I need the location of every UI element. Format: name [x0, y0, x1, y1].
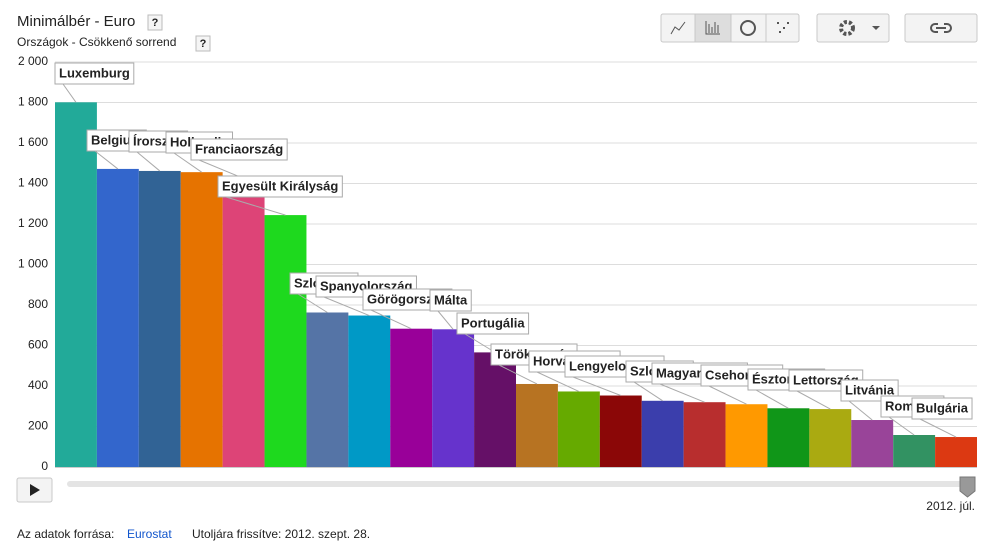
leader-line: [708, 385, 747, 405]
leader-line: [297, 293, 328, 313]
leader-line: [536, 371, 580, 392]
bar: [557, 391, 600, 467]
label-box: [456, 312, 530, 335]
bar-icon: [705, 21, 720, 35]
bar-label: Görögország: [367, 291, 448, 306]
leader-line: [437, 310, 454, 330]
y-tick-label: 1 000: [18, 257, 48, 271]
bar: [390, 328, 433, 467]
leader-line: [498, 364, 538, 385]
bar: [641, 400, 684, 467]
link-icon: [930, 23, 952, 33]
line-icon: [670, 21, 686, 35]
bar: [474, 352, 516, 467]
y-tick-label: 2 000: [18, 54, 48, 68]
bar: [306, 312, 349, 467]
leader-line: [198, 159, 244, 179]
y-tick-label: 0: [41, 459, 48, 473]
leader-line: [796, 390, 831, 410]
leader-line: [370, 309, 412, 330]
help-box[interactable]: [195, 35, 211, 52]
bar: [96, 168, 139, 468]
leader-line: [633, 381, 663, 402]
bar: [180, 172, 223, 467]
bar: [264, 215, 307, 467]
help[interactable]: ?: [200, 38, 207, 50]
plot-area: 0 200 400 600 800 1 000 1 200 1 400 1 600 1 800 2 …: [18, 54, 977, 473]
bar: [599, 395, 642, 467]
label-box: [429, 289, 472, 312]
bar: [725, 404, 768, 467]
slider-handle[interactable]: [959, 476, 976, 498]
time-label: 2012. júl.: [926, 499, 975, 513]
y-tick-label: 600: [28, 338, 48, 352]
bar-label: Málta: [434, 292, 468, 307]
leader-line: [136, 151, 161, 172]
y-tick-label: 1 600: [18, 135, 48, 149]
y-tick-label: 200: [28, 419, 48, 433]
bar-label: Franciaország: [195, 141, 283, 156]
bar: [55, 102, 97, 468]
source-link[interactable]: Eurostat: [127, 527, 172, 541]
label-box: [54, 62, 135, 85]
leader-line: [94, 150, 119, 170]
y-tick-label: 1 800: [18, 95, 48, 109]
leader-line: [225, 196, 286, 216]
bar-label: Litvánia: [845, 382, 895, 397]
leader-line: [659, 383, 705, 403]
leader-line: [572, 376, 621, 396]
bar: [893, 435, 936, 467]
bar: [935, 437, 977, 467]
bar-label: Portugália: [461, 315, 525, 330]
y-tick-label: 800: [28, 297, 48, 311]
map-icon: [740, 20, 756, 36]
bar: [222, 178, 265, 467]
y-tick-label: 1 400: [18, 176, 48, 190]
leader-line: [464, 333, 496, 353]
label-box: [911, 397, 973, 420]
bar-label: Egyesült Királyság: [222, 178, 338, 193]
slider-track[interactable]: [67, 481, 975, 487]
bar: [432, 329, 475, 467]
bar: [516, 383, 558, 467]
gear-icon: [839, 20, 855, 36]
bar-button[interactable]: [694, 13, 732, 43]
chart-subtitle: Országok - Csökkenő sorrend: [17, 35, 176, 49]
bar: [809, 409, 852, 467]
help[interactable]: ?: [152, 17, 159, 29]
chart-title: Minimálbér - Euro: [17, 13, 135, 30]
scatter-icon: [777, 22, 789, 33]
bar: [851, 420, 894, 467]
play-icon: [30, 484, 40, 496]
bar: [767, 408, 810, 467]
leader-line: [848, 400, 873, 421]
leader-line: [173, 152, 202, 173]
leader-line: [919, 418, 957, 438]
label-box: [217, 175, 343, 198]
leader-line: [323, 296, 370, 316]
leader-line: [755, 389, 789, 409]
help-box[interactable]: [147, 14, 163, 31]
leader-line: [62, 83, 77, 103]
y-tick-label: 1 200: [18, 216, 48, 230]
bar: [683, 402, 726, 467]
bar-label: Bulgária: [916, 400, 969, 415]
bar: [348, 315, 391, 467]
bar: [138, 170, 181, 467]
toolbar: [660, 13, 978, 43]
y-tick-label: 400: [28, 378, 48, 392]
leader-line: [888, 416, 915, 436]
bar-label: Luxemburg: [59, 65, 130, 80]
source-label: Az adatok forrása:: [17, 527, 114, 541]
dropdown-icon: [872, 26, 880, 30]
label-box: [190, 138, 288, 161]
updated-text: Utoljára frissítve: 2012. szept. 28.: [192, 527, 370, 541]
